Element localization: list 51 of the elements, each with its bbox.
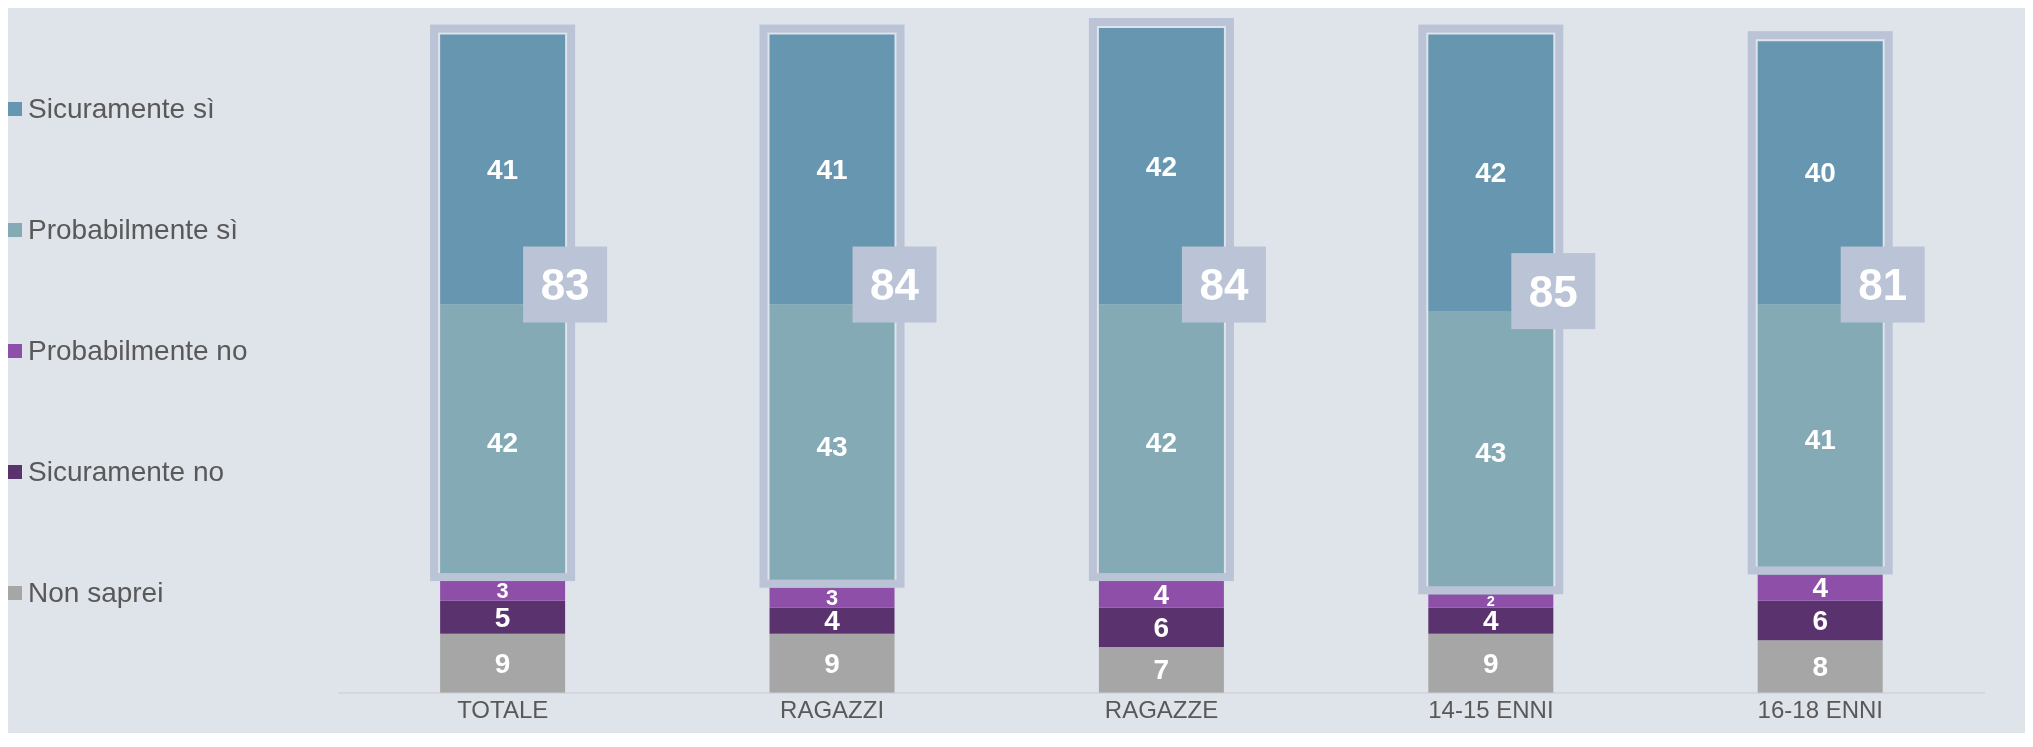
bar bbox=[440, 633, 566, 693]
bar bbox=[769, 607, 895, 634]
data-label: 41 bbox=[1804, 424, 1836, 456]
data-label: 8 bbox=[1812, 651, 1828, 683]
bar bbox=[1428, 633, 1554, 693]
data-label: 42 bbox=[1145, 150, 1177, 182]
x-tick-label: RAGAZZI bbox=[780, 696, 885, 724]
legend-label: Sicuramente sì bbox=[28, 92, 215, 125]
data-label: 43 bbox=[1475, 437, 1507, 469]
bar bbox=[1757, 574, 1883, 601]
data-label: 4 bbox=[1812, 572, 1829, 604]
bar bbox=[1098, 646, 1224, 693]
bar bbox=[769, 633, 895, 693]
bar bbox=[1757, 640, 1883, 693]
data-label: 6 bbox=[1153, 611, 1170, 643]
data-label: 42 bbox=[1145, 427, 1177, 459]
data-label: 3 bbox=[496, 578, 509, 604]
annotation: 84 bbox=[1199, 260, 1249, 310]
data-label: 7 bbox=[1153, 654, 1170, 686]
legend-label: Probabilmente no bbox=[28, 334, 248, 367]
bar bbox=[1428, 607, 1554, 634]
annotation: 85 bbox=[1528, 266, 1578, 316]
data-label: 4 bbox=[1153, 578, 1170, 610]
x-tick-label: 14-15 ENNI bbox=[1428, 696, 1554, 724]
legend-label: Probabilmente sì bbox=[28, 213, 239, 246]
legend-label: Sicuramente no bbox=[28, 455, 225, 488]
bar bbox=[1428, 594, 1554, 608]
data-label: 42 bbox=[487, 427, 519, 459]
bar bbox=[769, 587, 895, 608]
legend-label: Non saprei bbox=[28, 576, 164, 609]
bar bbox=[440, 581, 566, 601]
data-label: 40 bbox=[1804, 157, 1836, 189]
data-label: 41 bbox=[487, 154, 519, 186]
bar bbox=[1098, 581, 1224, 608]
data-label: 6 bbox=[1812, 605, 1828, 637]
x-tick-label: RAGAZZE bbox=[1104, 696, 1219, 724]
x-tick-label: TOTALE bbox=[457, 696, 549, 724]
bar bbox=[1757, 600, 1883, 641]
data-label: 5 bbox=[494, 601, 511, 633]
x-tick-label: 16-18 ENNI bbox=[1757, 696, 1883, 724]
annotation: 83 bbox=[540, 260, 590, 310]
data-label: 9 bbox=[1483, 647, 1499, 679]
annotation: 84 bbox=[870, 260, 920, 310]
data-label: 9 bbox=[494, 647, 511, 679]
bar bbox=[1098, 607, 1224, 647]
annotation: 81 bbox=[1858, 260, 1908, 310]
data-label: 9 bbox=[824, 647, 840, 679]
data-label: 41 bbox=[816, 154, 848, 186]
data-label: 42 bbox=[1475, 157, 1507, 189]
bar bbox=[440, 600, 566, 634]
data-label: 43 bbox=[816, 430, 848, 462]
